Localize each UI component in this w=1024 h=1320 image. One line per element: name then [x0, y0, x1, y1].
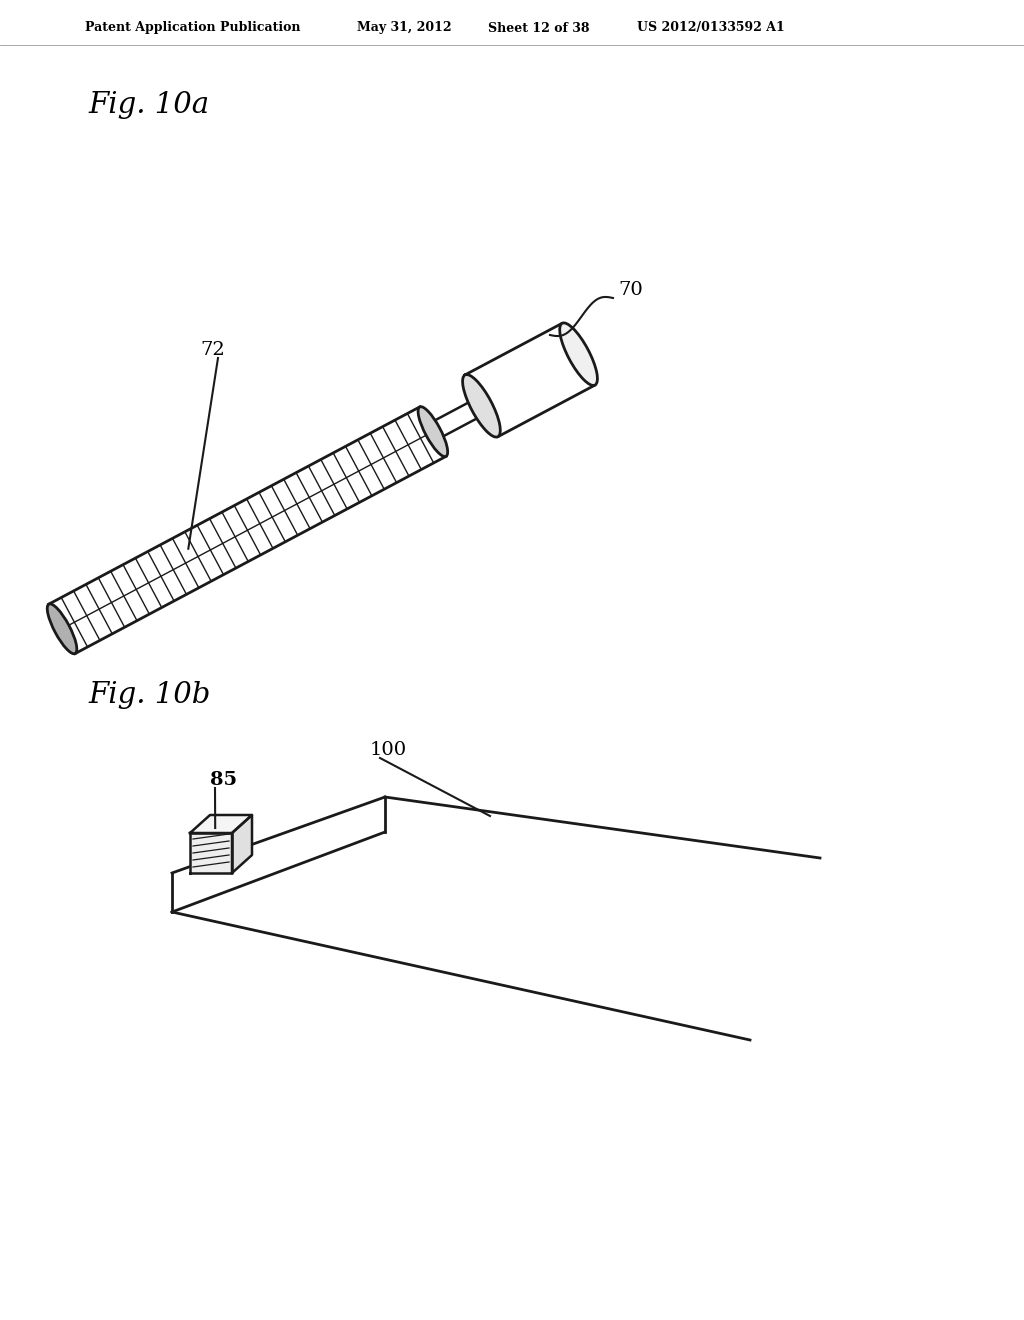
Text: 85: 85 — [210, 771, 238, 789]
Text: May 31, 2012: May 31, 2012 — [357, 21, 452, 34]
Ellipse shape — [47, 603, 77, 653]
Polygon shape — [49, 407, 446, 653]
Polygon shape — [465, 323, 595, 437]
Ellipse shape — [560, 323, 597, 385]
Text: Sheet 12 of 38: Sheet 12 of 38 — [488, 21, 590, 34]
Ellipse shape — [463, 375, 501, 437]
Text: US 2012/0133592 A1: US 2012/0133592 A1 — [637, 21, 784, 34]
Polygon shape — [190, 814, 252, 833]
Ellipse shape — [428, 424, 437, 440]
Polygon shape — [190, 833, 232, 873]
Text: Fig. 10b: Fig. 10b — [88, 681, 210, 709]
Text: Fig. 10a: Fig. 10a — [88, 91, 209, 119]
Polygon shape — [429, 397, 485, 440]
Text: Patent Application Publication: Patent Application Publication — [85, 21, 300, 34]
Text: 72: 72 — [200, 341, 224, 359]
Text: 70: 70 — [618, 281, 643, 300]
Text: 100: 100 — [370, 741, 408, 759]
Polygon shape — [232, 814, 252, 873]
Ellipse shape — [418, 407, 447, 457]
